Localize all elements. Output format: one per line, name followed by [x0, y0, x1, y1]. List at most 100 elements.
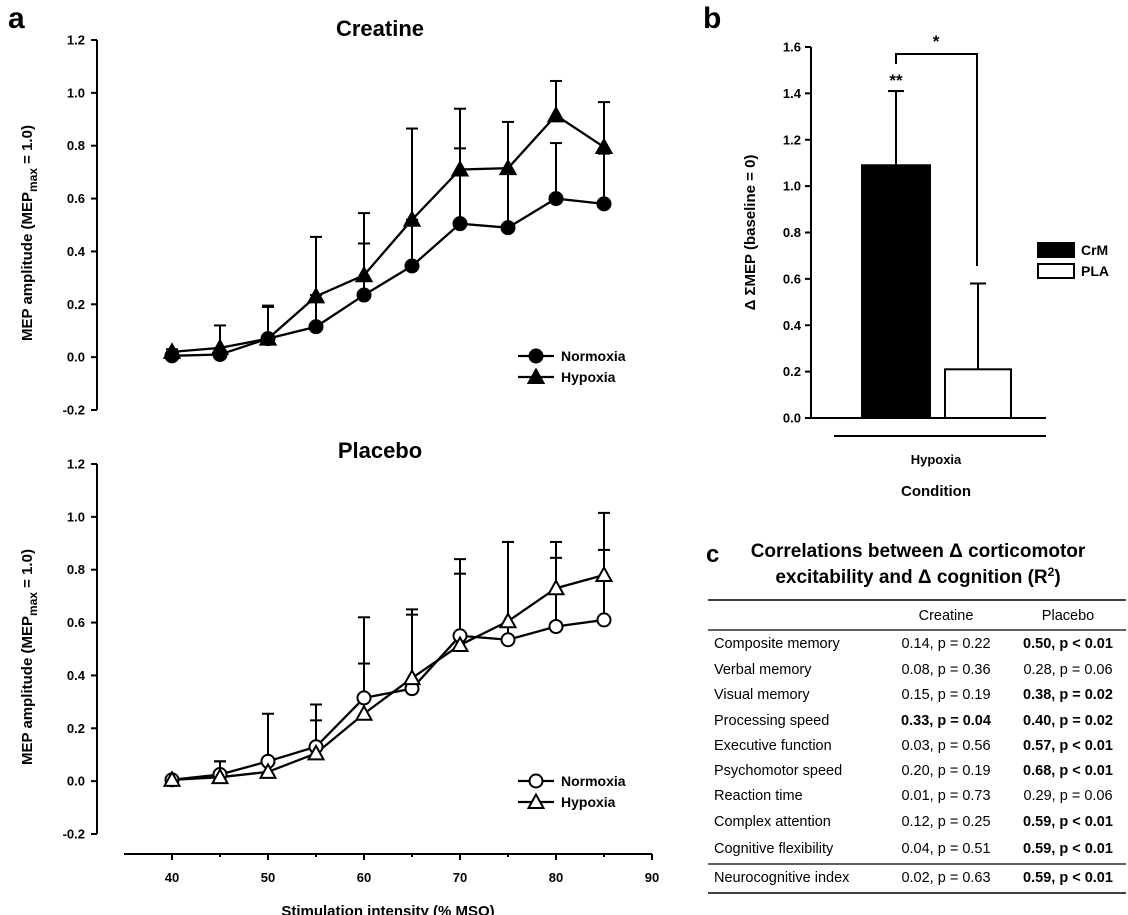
chart-title: Placebo [338, 438, 422, 463]
y-tick-label: 0.2 [67, 297, 85, 312]
data-point-triangle [354, 704, 374, 721]
column-header-creatine: Creatine [919, 608, 974, 624]
row-label: Executive function [714, 738, 832, 754]
data-point-triangle [594, 565, 614, 582]
row-label: Psychomotor speed [714, 763, 842, 779]
x-tick-label: 40 [165, 870, 179, 885]
y-axis-label-tail: = 1.0) [19, 125, 36, 168]
y-axis-label-main: MEP amplitude (MEP [19, 616, 36, 765]
legend-marker-circle [528, 348, 544, 364]
table-title-close: ) [1054, 567, 1060, 588]
data-point-triangle [498, 158, 518, 176]
y-tick-label: 1.2 [783, 132, 801, 147]
y-tick-label: 0.6 [67, 615, 85, 630]
data-point-triangle [402, 668, 422, 686]
x-axis-label: Condition [901, 483, 971, 500]
row-label: Verbal memory [714, 662, 812, 678]
y-tick-label: 0.8 [783, 225, 801, 240]
x-tick-label: 50 [261, 870, 275, 885]
y-tick-label: 0.0 [67, 350, 85, 365]
row-label: Composite memory [714, 636, 840, 652]
data-point-circle [308, 319, 324, 335]
data-point-triangle [210, 767, 230, 785]
y-tick-label: 0.6 [67, 191, 85, 206]
legend-label: Hypoxia [561, 369, 616, 385]
data-point-triangle [402, 210, 422, 227]
data-point-circle [596, 196, 612, 212]
cell-placebo: 0.59, p < 0.01 [1023, 814, 1113, 830]
panel-letter-b: b [703, 2, 721, 35]
y-tick-label: 0.4 [67, 244, 86, 259]
series-line [171, 197, 605, 357]
cell-creatine: 0.04, p = 0.51 [901, 841, 990, 857]
legend-label: Hypoxia [561, 794, 616, 810]
panel-letter-c: c [706, 541, 719, 568]
y-tick-label: 0.0 [67, 774, 85, 789]
cell-creatine: 0.08, p = 0.36 [901, 662, 990, 678]
data-point-circle [596, 612, 612, 628]
series-line [171, 573, 605, 781]
data-point-triangle [162, 342, 182, 359]
significance-mark-comparison: * [933, 32, 940, 51]
panel-letter-a: a [8, 2, 25, 35]
bar-crm [861, 164, 931, 419]
y-tick-label: -0.2 [63, 403, 85, 418]
cell-creatine: 0.33, p = 0.04 [901, 713, 991, 729]
data-point-circle [500, 632, 516, 648]
creatine-line-chart: Creatine -0.2 0.0 0.2 0.4 0.6 0.8 1.0 1.2 MEP amp… [19, 16, 626, 418]
cell-placebo: 0.40, p = 0.02 [1023, 713, 1113, 729]
cell-placebo: 0.68, p < 0.01 [1023, 763, 1113, 779]
table-title-line-1: Correlations between Δ corticomotor [751, 541, 1086, 562]
data-point-triangle [258, 329, 278, 346]
y-axis-label-tail: = 1.0) [19, 549, 36, 592]
y-tick-label: 1.0 [783, 179, 801, 194]
cell-placebo: 0.28, p = 0.06 [1023, 662, 1112, 678]
y-tick-label: 0.4 [783, 318, 802, 333]
significance-bracket [895, 53, 978, 266]
data-point-circle [356, 287, 372, 303]
delta-mep-bar-chart: 0.0 0.2 0.4 0.6 0.8 1.0 1.2 1.4 1.6 Δ ΣMEP (basel… [742, 32, 1109, 500]
cell-placebo: 0.59, p < 0.01 [1023, 870, 1113, 886]
cell-creatine: 0.20, p = 0.19 [901, 763, 990, 779]
data-point-triangle [498, 611, 518, 629]
y-axis-label: MEP amplitude (MEPmax = 1.0) [19, 125, 40, 341]
cell-creatine: 0.02, p = 0.63 [901, 870, 990, 886]
x-tick-label: 70 [453, 870, 467, 885]
correlation-table: Correlations between Δ corticomotor excit… [708, 541, 1126, 894]
y-tick-label: 0.8 [67, 562, 85, 577]
data-point-triangle [594, 137, 614, 155]
y-axis-label-main: MEP amplitude (MEP [19, 192, 36, 341]
x-tick-label: 60 [357, 870, 371, 885]
row-label: Cognitive flexibility [714, 841, 834, 857]
cell-creatine: 0.15, p = 0.19 [901, 687, 990, 703]
row-label: Neurocognitive index [714, 870, 850, 886]
y-tick-label: 0.0 [783, 411, 801, 426]
data-point-triangle [306, 743, 326, 761]
legend-label: Normoxia [561, 773, 626, 789]
data-point-triangle [450, 635, 470, 653]
row-label: Processing speed [714, 713, 829, 729]
cell-placebo: 0.38, p = 0.02 [1023, 687, 1113, 703]
x-tick-label: 80 [549, 870, 563, 885]
series-line [171, 113, 605, 354]
data-point-triangle [162, 770, 182, 787]
column-header-placebo: Placebo [1042, 608, 1094, 624]
bar-pla [944, 368, 1012, 419]
y-tick-label: 1.6 [783, 40, 801, 55]
data-point-triangle [306, 286, 326, 304]
y-axis-label-subscript: max [26, 592, 40, 616]
y-tick-label: 0.2 [783, 364, 801, 379]
cell-placebo: 0.57, p < 0.01 [1023, 738, 1113, 754]
data-point-circle [452, 216, 468, 232]
table-title-text: excitability and Δ cognition (R [775, 567, 1048, 588]
cell-placebo: 0.50, p < 0.01 [1023, 636, 1113, 652]
cell-creatine: 0.03, p = 0.56 [901, 738, 990, 754]
y-axis-label: MEP amplitude (MEPmax = 1.0) [19, 549, 40, 765]
row-label: Visual memory [714, 687, 810, 703]
y-tick-label: 1.2 [67, 457, 85, 472]
legend-marker-circle [528, 773, 544, 789]
y-tick-label: 0.6 [783, 271, 801, 286]
data-point-circle [404, 258, 420, 274]
data-point-triangle [354, 265, 374, 283]
